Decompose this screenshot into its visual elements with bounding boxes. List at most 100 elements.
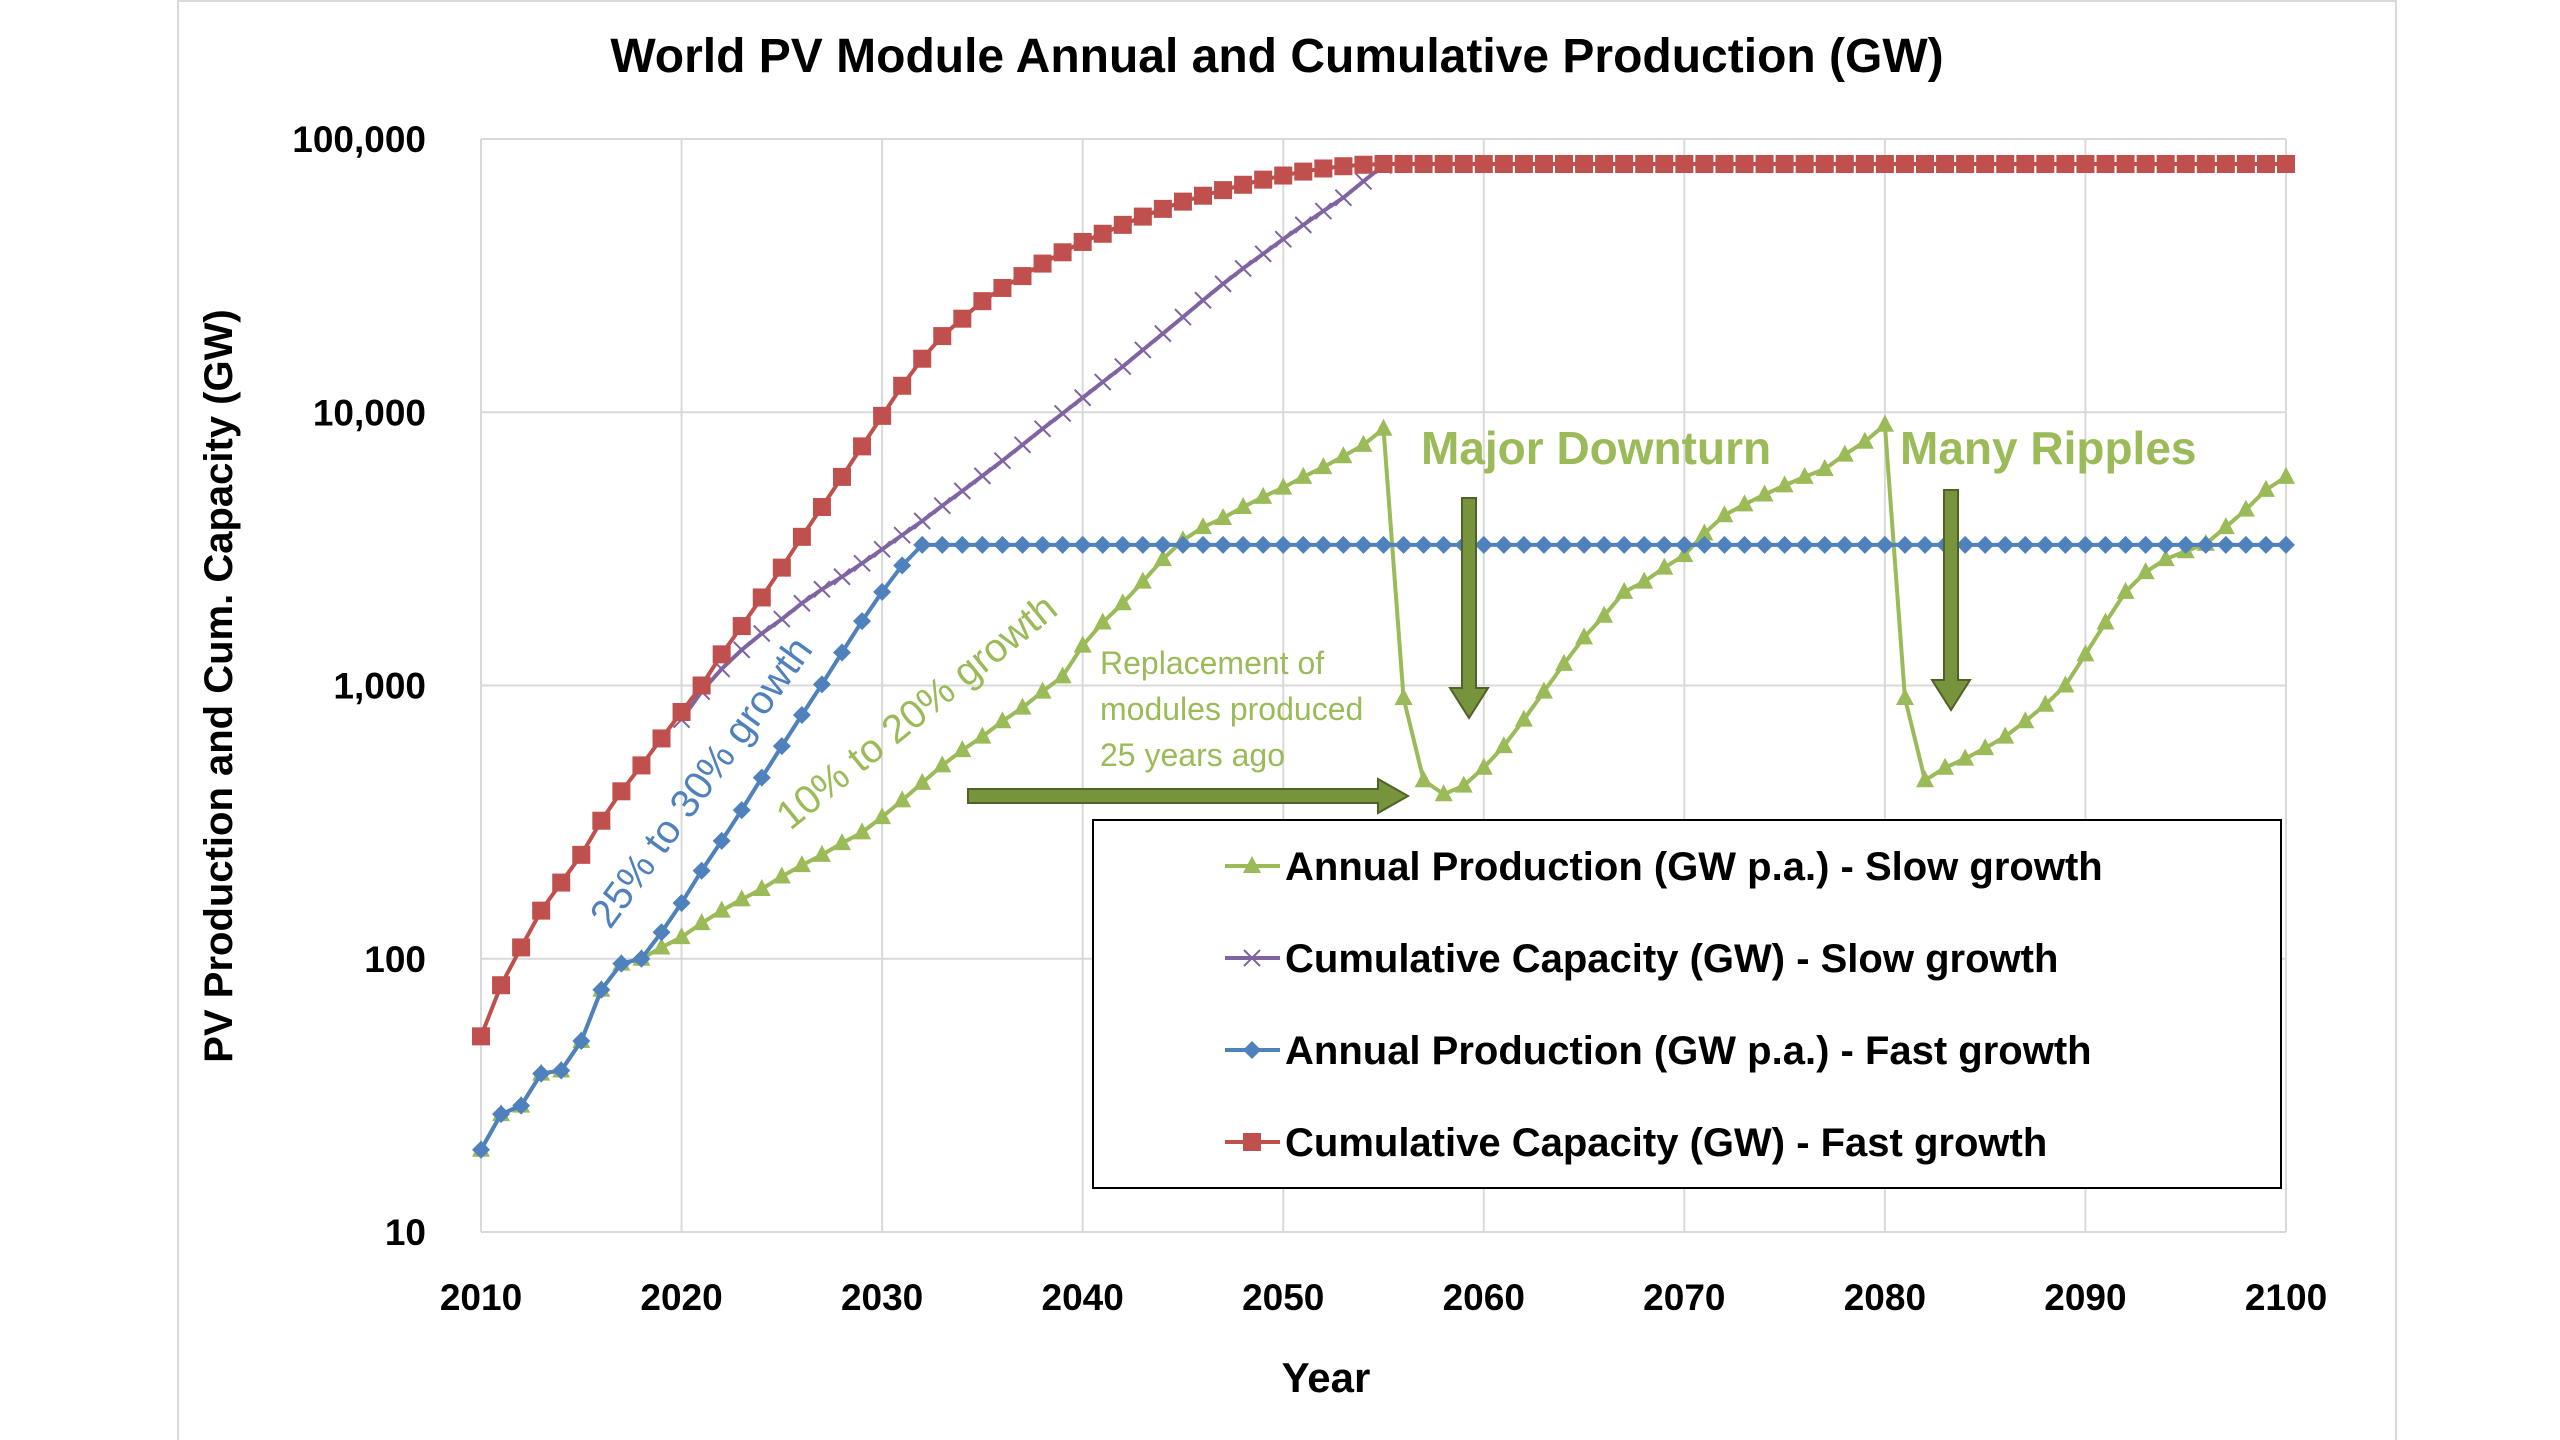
data-point	[1214, 181, 1233, 200]
y-tick-label: 10	[385, 1212, 426, 1253]
data-point	[2116, 535, 2135, 554]
data-point	[1875, 414, 1894, 432]
x-tick-label: 2070	[1643, 1277, 1725, 1318]
data-point	[1113, 535, 1132, 554]
data-point	[1153, 549, 1172, 567]
data-point	[1835, 444, 1854, 462]
data-point	[1334, 188, 1353, 207]
data-point	[2016, 535, 2035, 554]
data-point	[652, 923, 671, 942]
data-point	[552, 1061, 571, 1080]
data-point	[692, 676, 711, 695]
data-point	[1655, 155, 1674, 174]
data-point	[572, 1032, 591, 1051]
data-point	[2216, 535, 2235, 554]
data-point	[2256, 155, 2275, 174]
data-point	[2036, 155, 2055, 174]
data-point	[1133, 535, 1152, 554]
data-point	[1795, 155, 1814, 174]
data-point	[1013, 436, 1032, 454]
data-point	[1414, 155, 1433, 174]
series-x	[672, 156, 1393, 729]
data-point	[1855, 431, 1874, 449]
data-point	[1434, 155, 1453, 174]
legend-box	[1092, 819, 2282, 1189]
data-point	[2256, 535, 2275, 554]
data-point	[1073, 535, 1092, 554]
data-point	[1936, 155, 1955, 174]
data-point	[1956, 155, 1975, 174]
annotation-replacement-1: Replacement of	[1100, 645, 1324, 681]
data-point	[772, 558, 791, 577]
data-point	[1234, 497, 1253, 515]
down-arrow-1	[1448, 497, 1490, 720]
data-point	[973, 292, 992, 311]
data-point	[1374, 418, 1393, 436]
data-point	[732, 801, 751, 820]
x-tick-label: 2090	[2044, 1277, 2126, 1318]
data-point	[1936, 757, 1955, 775]
data-point	[1715, 505, 1734, 523]
data-point	[1073, 635, 1092, 653]
data-point	[712, 645, 731, 664]
data-point	[1555, 155, 1573, 174]
data-point	[512, 938, 531, 957]
data-point	[1093, 612, 1112, 630]
data-point	[1053, 243, 1072, 262]
data-point	[1635, 571, 1654, 589]
data-point	[1555, 653, 1573, 671]
data-point	[2056, 535, 2075, 554]
data-point	[1735, 494, 1754, 512]
data-point	[953, 482, 972, 500]
data-point	[1775, 535, 1794, 554]
data-point	[1033, 535, 1052, 554]
data-point	[1735, 155, 1754, 174]
data-point	[1173, 192, 1192, 211]
data-point	[1194, 291, 1212, 309]
data-point	[973, 467, 992, 485]
data-point	[1414, 535, 1433, 554]
data-point	[1454, 775, 1473, 793]
data-point	[1494, 155, 1513, 174]
y-tick-label: 100	[364, 939, 426, 980]
data-point	[2256, 479, 2275, 497]
data-point	[993, 278, 1012, 297]
data-point	[1274, 230, 1292, 248]
data-point	[792, 855, 811, 873]
data-point	[1234, 535, 1253, 554]
data-point	[1334, 157, 1353, 176]
legend-label: Cumulative Capacity (GW) - Fast growth	[1285, 1121, 2047, 1165]
data-point	[833, 643, 851, 662]
data-point	[1815, 155, 1834, 174]
data-point	[1815, 458, 1834, 476]
data-point	[933, 535, 952, 554]
data-point	[1414, 770, 1433, 788]
data-point	[1134, 341, 1152, 359]
legend-marker	[1243, 1041, 1261, 1059]
data-point	[853, 554, 871, 573]
data-point	[1735, 535, 1754, 554]
data-point	[1354, 434, 1373, 452]
data-point	[2056, 675, 2075, 693]
data-point	[1555, 535, 1573, 554]
data-point	[1294, 216, 1312, 234]
series-square	[472, 155, 2295, 1046]
annotation-many-ripples: Many Ripples	[1900, 422, 2197, 474]
data-point	[1575, 535, 1594, 554]
data-point	[1354, 155, 1373, 174]
data-point	[1234, 175, 1253, 194]
data-point	[893, 790, 912, 808]
data-point	[1695, 155, 1714, 174]
data-point	[1855, 535, 1874, 554]
data-point	[1595, 535, 1614, 554]
data-point	[1795, 466, 1814, 484]
data-point	[1895, 535, 1914, 554]
y-tick-label: 100,000	[292, 119, 426, 160]
data-point	[1916, 155, 1934, 174]
data-point	[1775, 475, 1794, 493]
data-point	[472, 1140, 490, 1159]
data-point	[1274, 166, 1293, 185]
data-point	[973, 535, 992, 554]
data-point	[1114, 357, 1132, 376]
